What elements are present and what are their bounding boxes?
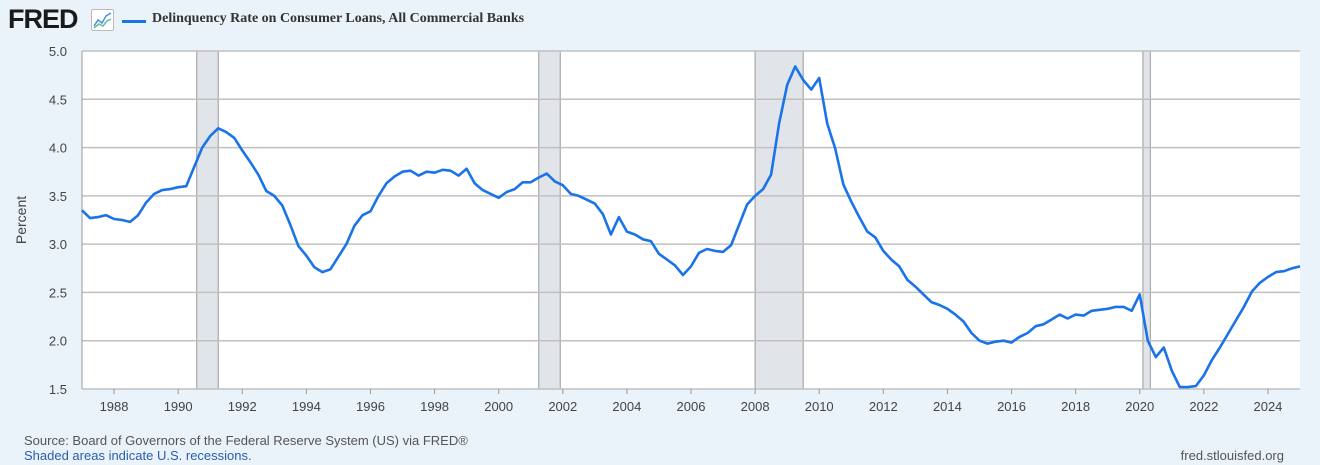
site-text: fred.stlouisfed.org: [1180, 448, 1284, 463]
y-tick-label: 3.5: [49, 189, 67, 204]
x-tick-label: 1998: [420, 399, 449, 414]
x-tick-label: 2012: [869, 399, 898, 414]
x-tick-label: 2010: [805, 399, 834, 414]
x-tick-label: 2004: [612, 399, 641, 414]
x-tick-label: 1994: [292, 399, 321, 414]
x-tick-label: 2016: [997, 399, 1026, 414]
chart-title: Delinquency Rate on Consumer Loans, All …: [152, 11, 525, 26]
x-tick-label: 1990: [164, 399, 193, 414]
x-tick-label: 2014: [933, 399, 962, 414]
fred-logo[interactable]: FRED: [8, 4, 78, 35]
y-tick-label: 1.5: [49, 382, 67, 397]
x-tick-label: 2018: [1061, 399, 1090, 414]
recession-band: [196, 50, 219, 390]
y-axis-label: Percent: [13, 196, 29, 244]
recession-link[interactable]: Shaded areas indicate U.S. recessions.: [24, 448, 252, 463]
plot-area: [82, 51, 1300, 389]
x-tick-label: 2006: [677, 399, 706, 414]
x-tick-label: 2024: [1253, 399, 1282, 414]
x-tick-label: 2002: [548, 399, 577, 414]
recession-band: [754, 50, 804, 390]
y-tick-label: 5.0: [49, 44, 67, 59]
x-tick-label: 2022: [1189, 399, 1218, 414]
y-tick-label: 2.5: [49, 285, 67, 300]
y-tick-label: 4.0: [49, 141, 67, 156]
y-tick-label: 2.0: [49, 334, 67, 349]
y-tick-label: 3.0: [49, 237, 67, 252]
x-tick-label: 2008: [741, 399, 770, 414]
x-tick-label: 1988: [100, 399, 129, 414]
y-tick-label: 4.5: [49, 92, 67, 107]
x-tick-label: 1992: [228, 399, 257, 414]
x-tick-label: 2000: [484, 399, 513, 414]
chart-icon[interactable]: [91, 9, 114, 31]
x-tick-label: 2020: [1125, 399, 1154, 414]
x-tick-label: 1996: [356, 399, 385, 414]
logo-text: FRED: [8, 4, 78, 34]
recession-band: [538, 50, 561, 390]
legend-swatch: [122, 20, 146, 23]
source-text: Source: Board of Governors of the Federa…: [24, 433, 468, 448]
